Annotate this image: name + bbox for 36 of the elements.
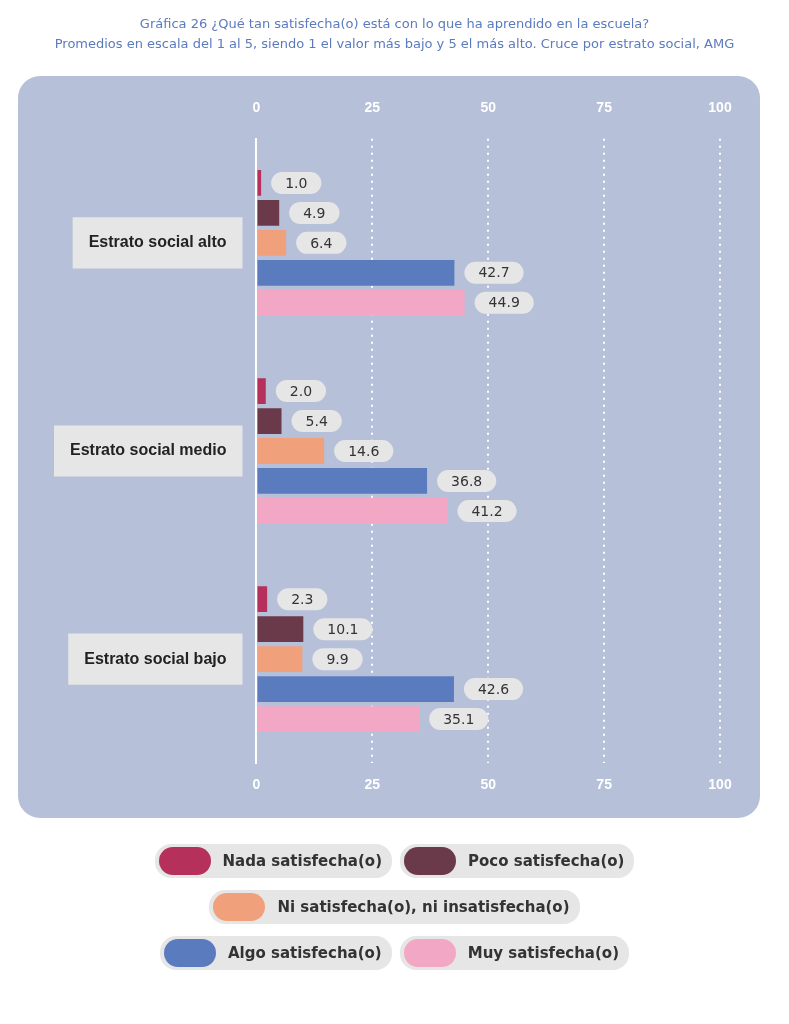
data-label: 14.6: [348, 442, 380, 459]
y-tick-label: Estrato social alto: [88, 233, 227, 251]
data-label: 9.9: [326, 650, 349, 667]
x2-tick-label: 75: [596, 99, 613, 116]
data-label: 6.4: [310, 234, 333, 251]
legend-label: Algo satisfecha(o): [227, 944, 382, 962]
legend-label: Ni satisfecha(o), ni insatisfecha(o): [277, 898, 570, 916]
data-label: 2.0: [289, 382, 313, 399]
x-tick-label: 50: [480, 776, 497, 793]
data-label: 42.7: [478, 264, 510, 281]
x2-tick-label: 25: [364, 99, 381, 116]
data-label: 2.3: [291, 590, 314, 607]
data-label: 5.4: [305, 412, 328, 429]
data-label: 1.0: [285, 174, 308, 191]
data-label: 4.9: [303, 204, 326, 221]
x2-tick-label: 0: [252, 99, 261, 116]
data-label: 42.6: [477, 680, 510, 697]
x-tick-label: 100: [708, 776, 732, 793]
data-label: 41.2: [471, 502, 503, 519]
y-tick-label: Estrato social bajo: [84, 649, 227, 667]
legend-label: Muy satisfecha(o): [467, 944, 620, 962]
legend-label: Nada satisfecha(o): [222, 852, 383, 870]
data-label: 10.1: [327, 620, 359, 637]
x2-tick-label: 100: [708, 99, 732, 116]
x2-tick-label: 50: [480, 99, 497, 116]
data-label: 35.1: [443, 710, 475, 727]
rounded-panel: 0 25 50 75 100 Estrato social alto Estrato social medio Estrato social bajo 0 25 50 75 100 1.0 2.0 2.3 4.9 5.4 10.1 6.4 14.6 9.9 42.7 36.8 42.6 44.9 41.2 35.1: [18, 76, 760, 818]
x-tick-label: 75: [596, 776, 613, 793]
chart-title: Gráfica 26 ¿Qué tan satisfecha(o) está con lo que ha aprendido en la escuela?: [138, 15, 651, 33]
legend-label: Poco satisfecha(o): [468, 852, 625, 870]
x-tick-label: 25: [364, 776, 381, 793]
data-label: 44.9: [488, 294, 520, 311]
data-label: 36.8: [451, 472, 483, 489]
y-tick-label: Estrato social medio: [69, 441, 227, 459]
x-tick-label: 0: [252, 776, 261, 793]
chart-subtitle: Promedios en escala del 1 al 5, siendo 1 el valor más bajo y 5 el más alto. Cruce por estrato social, AMG: [53, 35, 736, 53]
